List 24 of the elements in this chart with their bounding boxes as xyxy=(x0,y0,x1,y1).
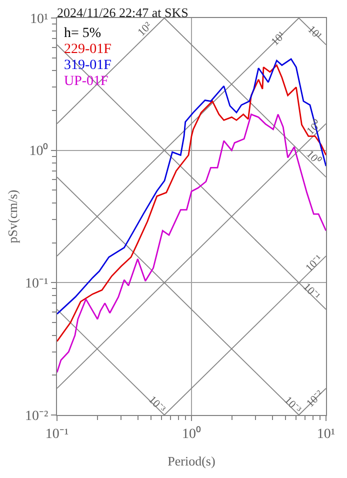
annotation: 10⁻¹ xyxy=(300,281,322,302)
y-tick-label: 10⁻² xyxy=(24,408,48,424)
annotation: 10¹ xyxy=(305,24,324,42)
annotation: h= 5% xyxy=(64,26,102,41)
annotation: 10⁰ xyxy=(304,148,324,168)
y-tick-label: 10¹ xyxy=(30,12,48,27)
annotation: 10¹ xyxy=(269,29,288,48)
annotation: 10⁻¹ xyxy=(303,252,325,274)
text: 319-01F xyxy=(64,58,112,73)
text: UP-01F xyxy=(64,74,109,89)
annotation: 10² xyxy=(136,19,155,39)
y-axis-title: pSv(cm/s) xyxy=(4,190,20,244)
annotation: 10⁻³ xyxy=(282,394,304,416)
y-tick-label: 10⁻¹ xyxy=(24,276,48,292)
annotation: 10⁻² xyxy=(304,388,326,410)
x-tick-label: 10⁰ xyxy=(182,426,201,442)
annotation: 10⁰ xyxy=(304,118,324,138)
x-tick-label: 10⁻¹ xyxy=(45,426,69,442)
text: 229-01F xyxy=(64,42,112,57)
annotation: 10⁻³ xyxy=(146,394,168,416)
chart-title: 2024/11/26 22:47 at SKS xyxy=(57,5,188,20)
y-tick-label: 10⁰ xyxy=(29,143,48,160)
x-axis-title: Period(s) xyxy=(168,453,216,468)
x-tick-label: 10¹ xyxy=(316,426,336,442)
